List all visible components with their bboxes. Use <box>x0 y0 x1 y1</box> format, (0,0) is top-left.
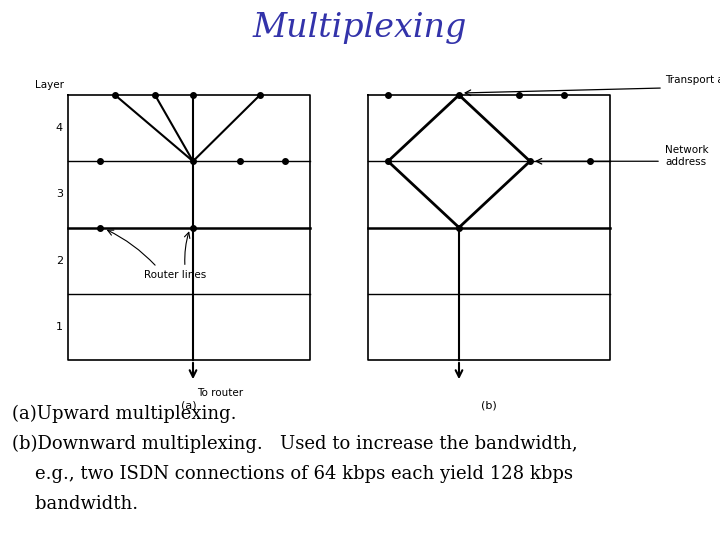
Text: (b): (b) <box>481 400 497 410</box>
Text: Layer: Layer <box>35 80 64 90</box>
Text: To router: To router <box>197 388 243 398</box>
Text: 2: 2 <box>56 255 63 266</box>
Text: Transport address: Transport address <box>665 75 720 85</box>
Text: (a)Upward multiplexing.: (a)Upward multiplexing. <box>12 405 236 423</box>
Text: 3: 3 <box>56 190 63 199</box>
Text: (a): (a) <box>181 400 197 410</box>
Text: Network
address: Network address <box>665 145 708 167</box>
Text: bandwidth.: bandwidth. <box>12 495 138 513</box>
Text: (b)Downward multiplexing.   Used to increase the bandwidth,: (b)Downward multiplexing. Used to increa… <box>12 435 577 453</box>
Text: Multiplexing: Multiplexing <box>253 12 467 44</box>
Text: 4: 4 <box>56 123 63 133</box>
Text: e.g., two ISDN connections of 64 kbps each yield 128 kbps: e.g., two ISDN connections of 64 kbps ea… <box>12 465 573 483</box>
Text: Router lines: Router lines <box>144 270 206 280</box>
Text: 1: 1 <box>56 322 63 332</box>
